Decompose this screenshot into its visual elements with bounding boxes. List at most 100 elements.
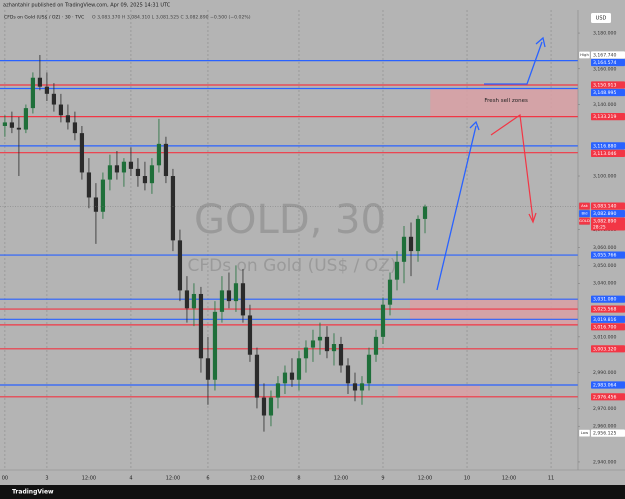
publisher-bar bbox=[0, 0, 625, 10]
blue-arrows bbox=[436, 36, 546, 291]
y-tick-label: 3,060.000 bbox=[593, 245, 616, 251]
price-label-box bbox=[591, 88, 625, 97]
candle-body bbox=[170, 176, 176, 241]
candle-body bbox=[415, 218, 421, 252]
y-tick-label: 3,160.000 bbox=[593, 66, 616, 72]
price-label-box bbox=[591, 210, 625, 218]
candle-body bbox=[345, 365, 351, 384]
price-label: 3,083.140 bbox=[593, 204, 616, 210]
arrow-head bbox=[528, 212, 537, 224]
candle-body bbox=[331, 344, 337, 352]
price-label-box bbox=[591, 315, 625, 323]
publisher: azhantahir published on TradingView.com,… bbox=[3, 3, 171, 9]
candle-body bbox=[100, 179, 106, 212]
candle-body bbox=[72, 122, 78, 134]
price-label-box bbox=[591, 142, 625, 150]
x-tick-label: 10 bbox=[464, 476, 470, 482]
y-tick-label: 2,970.000 bbox=[593, 406, 616, 412]
x-tick-label: 12:00 bbox=[334, 476, 348, 482]
zone bbox=[430, 88, 578, 117]
y-tick-label: 3,010.000 bbox=[593, 334, 616, 340]
price-label-box bbox=[591, 58, 625, 67]
price-label: 3,167.740 bbox=[593, 52, 616, 58]
candle-body bbox=[9, 122, 15, 128]
candle-body bbox=[86, 172, 92, 198]
candle-body bbox=[184, 290, 190, 309]
price-label: 3,055.766 bbox=[593, 253, 616, 259]
candle-body bbox=[387, 279, 393, 305]
candle-body bbox=[233, 283, 239, 302]
zone-label: Fresh sell zones bbox=[484, 98, 528, 104]
price-label: 3,031.080 bbox=[593, 297, 616, 303]
price-label: 3,082.890 bbox=[593, 219, 616, 225]
candle-body bbox=[338, 344, 344, 366]
candle-body bbox=[65, 115, 71, 123]
arrow-down bbox=[490, 113, 534, 221]
price-label-box bbox=[591, 217, 625, 231]
price-label-box bbox=[591, 202, 625, 210]
candle-body bbox=[205, 358, 211, 380]
candle-body bbox=[121, 161, 127, 173]
y-tick-label: 3,040.000 bbox=[593, 281, 616, 287]
zone bbox=[398, 384, 480, 397]
plot-area: GOLD, 30 CFDs on Gold (US$ / OZ) Fresh sel… bbox=[0, 10, 578, 470]
candle-body bbox=[359, 383, 365, 391]
price-label: 3,133.219 bbox=[593, 114, 616, 120]
candle-body bbox=[30, 77, 36, 109]
candle-body bbox=[310, 340, 316, 348]
y-tick-label: 3,180.000 bbox=[593, 31, 616, 37]
arrow-head bbox=[535, 36, 546, 48]
candle-body bbox=[93, 197, 99, 212]
candle-body bbox=[44, 86, 50, 94]
x-tick-label: 11 bbox=[548, 476, 554, 482]
candle-body bbox=[191, 293, 197, 309]
price-label: 3,025.568 bbox=[593, 307, 616, 313]
price-label: 3,082.890 bbox=[593, 211, 616, 217]
watermark-subtitle: CFDs on Gold (US$ / OZ) bbox=[188, 256, 397, 276]
red-arrows bbox=[490, 113, 537, 224]
candle-body bbox=[408, 236, 414, 252]
candle-body bbox=[282, 372, 288, 384]
tag-box bbox=[578, 202, 591, 210]
price-label-box bbox=[591, 295, 625, 303]
y-tick-label: 2,940.000 bbox=[593, 459, 616, 465]
brand: TradingView bbox=[12, 489, 54, 496]
candle-body bbox=[163, 143, 169, 177]
arrow-up-high bbox=[484, 41, 543, 85]
y-tick-label: 2,990.000 bbox=[593, 370, 616, 376]
candle-body bbox=[254, 354, 260, 398]
y-tick-label: 3,100.000 bbox=[593, 174, 616, 180]
candle-body bbox=[373, 336, 379, 355]
price-label: 3,016.700 bbox=[593, 324, 616, 330]
candle-body bbox=[247, 315, 253, 355]
price-label: 3,113.046 bbox=[593, 151, 616, 157]
symbol: CFDs on Gold (US$ / OZ) · 30 · TVC bbox=[4, 15, 84, 21]
candle-body bbox=[212, 311, 218, 380]
price-label-box bbox=[591, 51, 625, 59]
arrow-head bbox=[469, 120, 480, 131]
price-label: 3,164.574 bbox=[593, 60, 616, 66]
candle-body bbox=[79, 133, 85, 173]
candle-body bbox=[2, 122, 8, 126]
price-label: 2,983.064 bbox=[593, 382, 616, 388]
candle-body bbox=[149, 165, 155, 184]
candle-body bbox=[142, 176, 148, 184]
currency-box bbox=[591, 13, 611, 23]
countdown: 28:25 bbox=[593, 225, 606, 231]
watermark-title: GOLD, 30 bbox=[194, 197, 386, 243]
tag-box bbox=[578, 429, 591, 437]
candle-body bbox=[240, 283, 246, 316]
candle-body bbox=[401, 236, 407, 262]
candle-body bbox=[352, 383, 358, 391]
candle-body bbox=[324, 336, 330, 352]
candle-body bbox=[16, 127, 22, 130]
tag-box bbox=[578, 217, 591, 225]
candle-body bbox=[177, 240, 183, 291]
price-label: 3,150.913 bbox=[593, 83, 616, 89]
y-tick-label: 2,960.000 bbox=[593, 424, 616, 430]
price-label-box bbox=[591, 393, 625, 401]
tag-name: Ask bbox=[581, 203, 589, 208]
price-label-box bbox=[591, 113, 625, 121]
